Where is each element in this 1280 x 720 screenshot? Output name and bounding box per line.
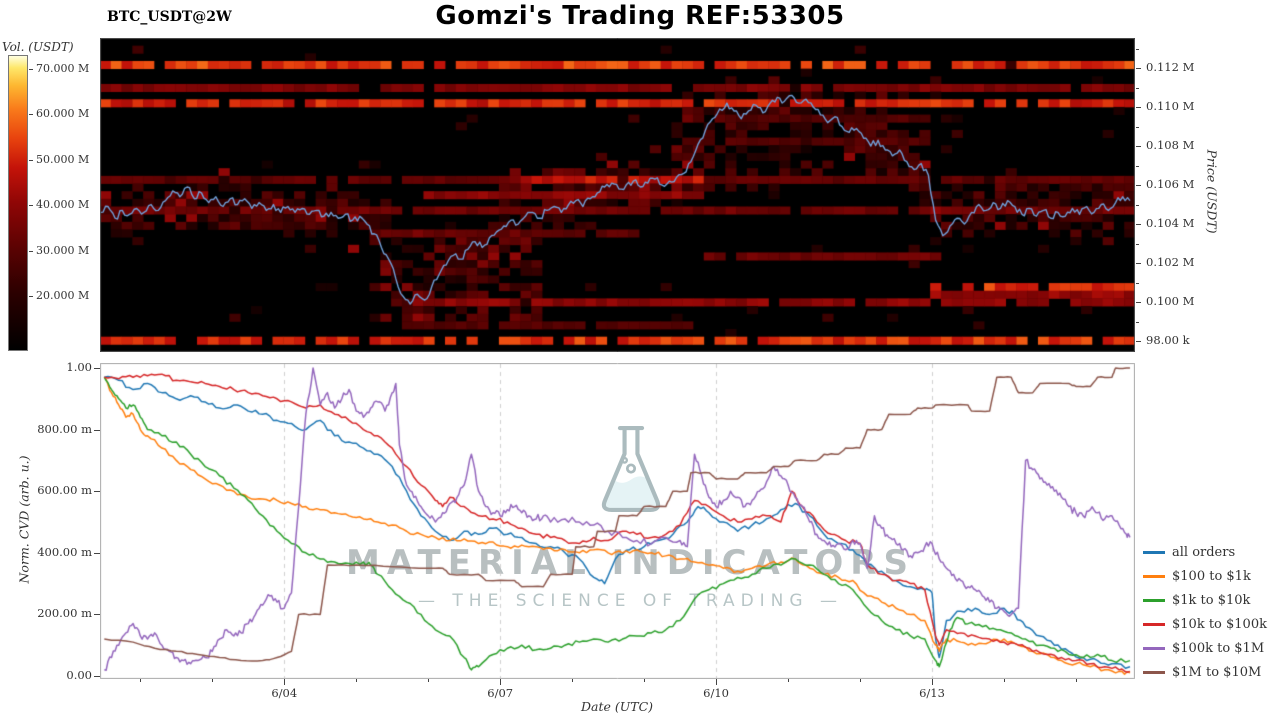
- colorbar-tick-label: 70.000 M: [36, 61, 90, 75]
- cvd-x-tick: [284, 679, 286, 685]
- price-tick: [1136, 224, 1141, 226]
- cvd-y-tick-label: 600.00 m: [37, 483, 92, 498]
- cvd-x-minor-tick: [572, 679, 574, 682]
- price-minor-tick: [1136, 321, 1139, 323]
- heatmap-plot-area: [100, 38, 1135, 352]
- cvd-x-tick-label: 6/07: [487, 686, 514, 700]
- price-tick-label: 0.104 M: [1146, 216, 1195, 231]
- legend-swatch: [1143, 574, 1165, 578]
- legend-swatch: [1143, 550, 1165, 554]
- price-tick-label: 0.100 M: [1146, 294, 1195, 309]
- price-tick: [1136, 146, 1141, 148]
- cvd-y-tick-label: 800.00 m: [37, 421, 92, 436]
- legend-item: all orders: [1143, 540, 1267, 564]
- cvd-x-tick: [716, 679, 718, 685]
- page-title: Gomzi's Trading REF:53305: [435, 1, 845, 31]
- volume-colorbar: [8, 55, 28, 351]
- cvd-x-minor-tick: [428, 679, 430, 682]
- colorbar-tick: [29, 114, 33, 116]
- cvd-x-tick-label: 6/13: [919, 686, 945, 700]
- cvd-x-tick-label: 6/10: [703, 686, 729, 700]
- legend-swatch: [1143, 646, 1165, 650]
- price-tick: [1136, 185, 1141, 187]
- cvd-x-minor-tick: [212, 679, 214, 682]
- price-tick: [1136, 302, 1141, 304]
- colorbar-tick: [29, 296, 33, 298]
- price-tick: [1136, 263, 1141, 265]
- price-minor-tick: [1136, 87, 1139, 89]
- liquidity-heatmap-canvas: [100, 38, 1135, 352]
- price-tick-label: 98.00 k: [1146, 333, 1190, 348]
- price-tick-label: 0.112 M: [1146, 60, 1195, 75]
- legend-label: $1M to $10M: [1172, 664, 1262, 680]
- legend-label: $1k to $10k: [1172, 592, 1251, 608]
- legend-item: $100 to $1k: [1143, 564, 1267, 588]
- colorbar-tick-label: 60.000 M: [36, 107, 90, 121]
- legend: all orders $100 to $1k $1k to $10k $10k …: [1143, 540, 1267, 684]
- price-tick-label: 0.108 M: [1146, 138, 1195, 153]
- colorbar-tick: [29, 68, 33, 70]
- symbol-label: BTC_USDT@2W: [107, 9, 232, 25]
- cvd-lines-canvas: [100, 363, 1135, 679]
- cvd-x-tick: [500, 679, 502, 685]
- colorbar-tick-label: 40.000 M: [36, 198, 90, 212]
- cvd-x-tick-label: 6/04: [271, 686, 298, 700]
- cvd-x-tick: [932, 679, 934, 685]
- cvd-plot-area: MATERIAL INDICATORS — THE SCIENCE OF TRA…: [100, 363, 1135, 679]
- colorbar-tick-label: 20.000 M: [36, 289, 90, 303]
- cvd-x-axis-label: Date (UTC): [580, 699, 654, 714]
- price-minor-tick: [1136, 282, 1139, 284]
- colorbar-tick: [29, 250, 33, 252]
- cvd-x-minor-tick: [1075, 679, 1077, 682]
- cvd-x-minor-tick: [860, 679, 862, 682]
- cvd-x-minor-tick: [644, 679, 646, 682]
- cvd-x-minor-tick: [356, 679, 358, 682]
- price-tick-label: 0.106 M: [1146, 177, 1195, 192]
- colorbar-title: Vol. (USDT): [2, 40, 74, 54]
- price-minor-tick: [1136, 243, 1139, 245]
- legend-label: $100k to $1M: [1172, 640, 1265, 656]
- legend-item: $1k to $10k: [1143, 588, 1267, 612]
- price-minor-tick: [1136, 165, 1139, 167]
- price-tick: [1136, 341, 1141, 343]
- legend-item: $1M to $10M: [1143, 660, 1267, 684]
- price-minor-tick: [1136, 126, 1139, 128]
- legend-item: $10k to $100k: [1143, 612, 1267, 636]
- cvd-y-tick-label: 400.00 m: [37, 544, 92, 559]
- cvd-y-tick-label: 0.00: [66, 668, 92, 682]
- colorbar-tick-label: 30.000 M: [36, 243, 90, 257]
- price-minor-tick: [1136, 48, 1139, 50]
- cvd-y-tick-label: 200.00 m: [37, 606, 92, 621]
- legend-label: $10k to $100k: [1172, 616, 1267, 632]
- cvd-y-tick-label: 1.00: [66, 360, 92, 374]
- legend-swatch: [1143, 622, 1165, 626]
- cvd-x-minor-tick: [1004, 679, 1005, 682]
- legend-label: all orders: [1172, 544, 1236, 560]
- cvd-x-minor-tick: [140, 679, 142, 682]
- price-minor-tick: [1136, 204, 1139, 206]
- legend-label: $100 to $1k: [1172, 568, 1251, 584]
- colorbar-tick: [29, 205, 33, 207]
- legend-swatch: [1143, 598, 1165, 602]
- legend-swatch: [1143, 670, 1165, 674]
- price-tick: [1136, 68, 1141, 70]
- legend-item: $100k to $1M: [1143, 636, 1267, 660]
- price-tick-label: 0.110 M: [1146, 99, 1195, 114]
- cvd-y-axis-label: Norm. CVD (arb. u.): [16, 455, 32, 584]
- cvd-x-minor-tick: [788, 679, 790, 682]
- price-tick: [1136, 107, 1141, 109]
- price-axis-label: Price (USDT): [1204, 149, 1220, 234]
- price-tick-label: 0.102 M: [1146, 255, 1195, 270]
- colorbar-tick-label: 50.000 M: [36, 152, 90, 166]
- colorbar-tick: [29, 159, 33, 161]
